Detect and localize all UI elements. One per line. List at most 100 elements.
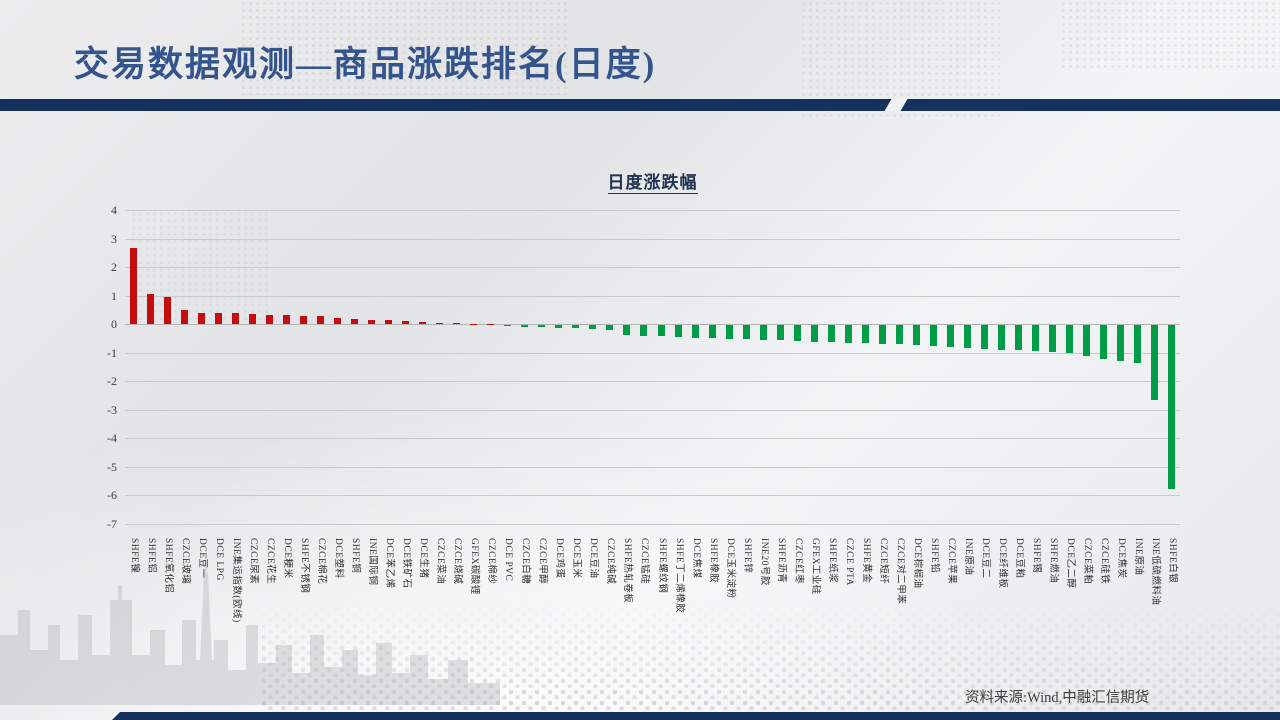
x-axis-label-text: DCE粳米 (282, 538, 293, 579)
chart-title: 日度涨跌幅 (607, 173, 698, 194)
bar (623, 325, 631, 335)
x-axis-label-text: CZCE菜粕 (1081, 538, 1092, 585)
x-axis-label-text: CZCE PTA (843, 538, 854, 586)
bar (708, 325, 716, 339)
bar (997, 325, 1005, 350)
x-axis-label-text: CZCE纯碱 (605, 538, 616, 585)
bar (419, 322, 427, 324)
x-axis-label-text: CZCE棉纱 (486, 538, 497, 585)
gridline (125, 438, 1180, 439)
bar (844, 325, 852, 343)
bar (793, 325, 801, 341)
x-axis-label-text: INE国际铜 (367, 538, 378, 586)
source-attribution: 资料来源:Wind,中融汇信期货 (965, 690, 1150, 706)
x-axis-label-text: SHFE锌 (741, 538, 752, 574)
bar (436, 322, 444, 324)
bar (130, 248, 137, 324)
x-axis-label-text: CZCE对二甲苯 (894, 538, 905, 605)
bar (538, 325, 546, 328)
x-axis-label-text: SHFE丁二烯橡胶 (673, 538, 684, 614)
bar (453, 323, 461, 324)
x-axis-label-text: SHFE锡 (1030, 538, 1041, 574)
bar (895, 325, 903, 345)
x-axis-label-text: SHFE纸浆 (826, 538, 837, 584)
bar (334, 318, 342, 324)
bar (1099, 325, 1107, 360)
gridline (125, 466, 1180, 468)
x-axis-label-text: SHFE燃油 (1047, 538, 1058, 584)
bar (402, 321, 410, 324)
x-axis-label-text: DCE塑料 (333, 538, 344, 579)
bar (385, 320, 393, 324)
bar (147, 294, 155, 324)
x-axis-label-text: DCE PVC (503, 538, 514, 582)
bar (980, 325, 988, 349)
y-tick-label: 4 (111, 203, 117, 217)
bar (1167, 325, 1175, 489)
y-tick-label: 3 (111, 231, 117, 246)
x-axis-label-text: CZCE甲醇 (537, 538, 548, 585)
bar (215, 313, 223, 324)
x-axis-label-text: CZCE短纤 (877, 538, 888, 585)
x-axis-label-text: SHFE白银 (1166, 538, 1177, 584)
x-axis-label-text: CZCE红枣 (792, 538, 803, 585)
x-axis-label-text: DCE LPG (214, 538, 225, 581)
bar (827, 325, 835, 343)
bar (1014, 325, 1022, 351)
y-tick-label: -7 (107, 516, 117, 531)
x-axis-label-text: CZCE白糖 (520, 538, 531, 585)
x-axis-label-text: CZCE硅铁 (1098, 538, 1109, 585)
bar (368, 319, 376, 324)
bar (266, 314, 274, 324)
y-tick-label: -3 (107, 402, 117, 417)
x-axis-label-text: INE原油 (1132, 538, 1143, 576)
bar (606, 325, 614, 330)
bar (1031, 325, 1039, 352)
x-axis-label-text: DCE乙二醇 (1064, 538, 1075, 589)
bar (946, 325, 954, 347)
bar (283, 315, 291, 324)
gridline (125, 295, 1180, 297)
x-axis-label-text: DCE铁矿石 (401, 538, 412, 589)
y-tick-label: 1 (111, 288, 117, 303)
bar (249, 313, 257, 324)
bar (861, 325, 869, 344)
y-tick-label: -4 (107, 431, 117, 445)
x-axis-label-text: CZCE菜油 (435, 538, 446, 585)
x-axis-label-text: GFEX碳酸锂 (469, 538, 480, 595)
x-axis-label-text: SHFE热轧卷板 (622, 538, 633, 604)
x-axis-label-text: CZCE花生 (265, 538, 276, 585)
bar (691, 325, 699, 338)
bar (657, 325, 665, 337)
x-axis-label-text: DCE豆油 (588, 538, 599, 579)
y-tick-label: 0 (111, 317, 117, 331)
x-axis-label-text: DCE苯乙烯 (384, 538, 395, 589)
x-axis-label-text: SHFE镍 (129, 538, 139, 574)
y-tick-label: -5 (107, 459, 117, 474)
bar (232, 313, 240, 324)
x-axis-label-text: CZCE锰硅 (639, 538, 650, 585)
bar (521, 325, 529, 327)
x-axis-label-text: DCE焦炭 (1115, 538, 1126, 579)
bar (589, 325, 597, 329)
x-axis-label-text: DCE豆二 (979, 538, 990, 579)
bar (1065, 325, 1073, 353)
x-axis-label-text: DCE生猪 (418, 538, 429, 579)
gridline (125, 238, 1180, 240)
x-axis-label-text: INE原油 (962, 538, 973, 576)
x-axis-label-text: SHFE黄金 (860, 538, 871, 584)
gridline (125, 523, 1180, 525)
gridline (125, 352, 1180, 354)
bar (1082, 325, 1090, 357)
bar (912, 325, 920, 346)
x-axis-label-text: DCE纤维板 (996, 538, 1007, 589)
bar (1116, 325, 1124, 361)
x-axis-label-text: DCE鸡蛋 (554, 538, 565, 579)
bar (725, 325, 733, 339)
bar (640, 325, 648, 336)
x-axis-label-text: CZCE烧碱 (452, 538, 463, 585)
x-axis-label-text: CZCE尿素 (248, 538, 259, 585)
x-axis-label-text: SHFE橡胶 (707, 538, 718, 584)
bar (776, 325, 784, 341)
x-axis-label-text: CZCE棉花 (316, 538, 327, 585)
